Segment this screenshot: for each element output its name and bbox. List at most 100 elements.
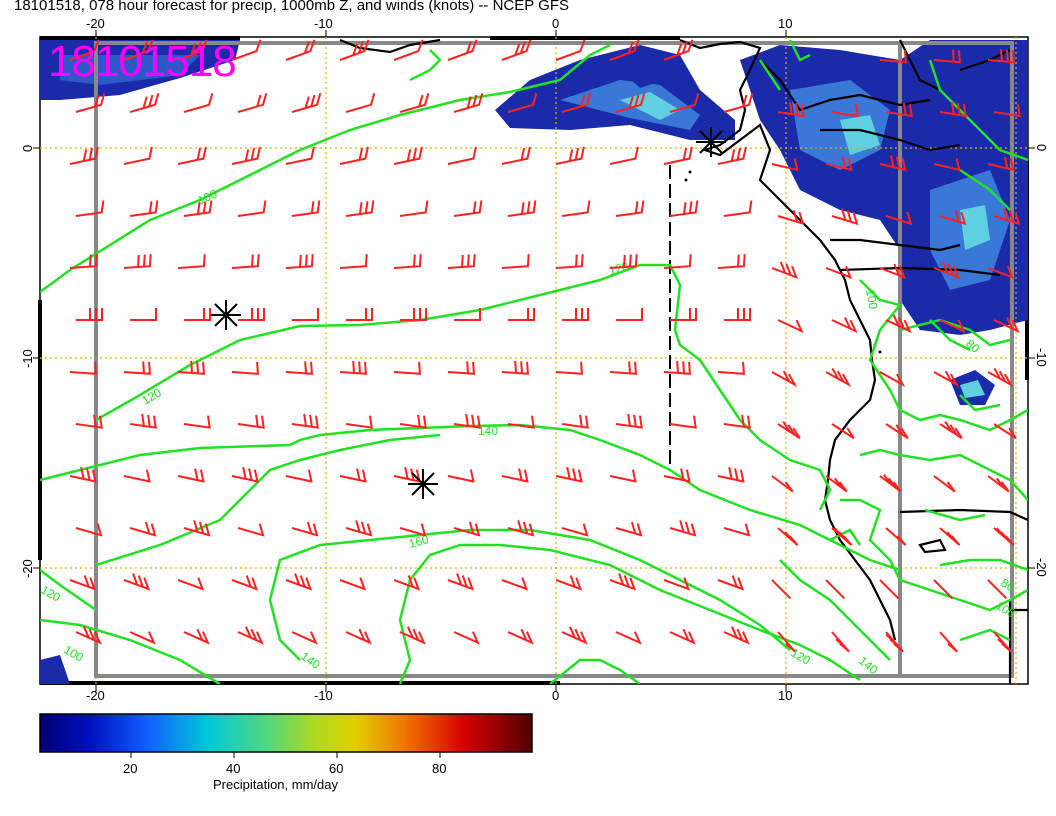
wind-barb	[339, 468, 367, 483]
wind-barb	[723, 93, 754, 113]
wind-barb	[177, 577, 205, 591]
wind-barb	[939, 102, 967, 118]
wind-barb	[669, 200, 699, 217]
svg-text:160: 160	[407, 532, 430, 551]
wind-barb	[777, 102, 805, 118]
wind-barb	[501, 577, 529, 591]
wind-barb	[993, 527, 1015, 546]
wind-barb	[885, 423, 909, 440]
wind-barb	[69, 575, 97, 591]
wind-barb	[615, 631, 642, 645]
wind-barb	[615, 521, 643, 537]
height-contours	[40, 39, 1028, 684]
wind-barb	[771, 579, 792, 600]
wind-barb	[825, 579, 846, 600]
wind-barb	[285, 469, 313, 483]
wind-barb	[501, 254, 530, 269]
wind-barb	[831, 423, 855, 440]
wind-barb	[609, 39, 640, 61]
wind-barb	[723, 626, 750, 645]
svg-text:-20: -20	[20, 559, 35, 578]
wind-barb	[129, 521, 157, 537]
storm-markers	[211, 127, 726, 499]
wind-barb	[933, 579, 954, 600]
wind-barb	[555, 146, 585, 165]
wind-barb	[69, 146, 99, 165]
wind-barb	[663, 39, 694, 61]
wind-barb	[771, 157, 799, 172]
wind-barb	[663, 146, 693, 165]
wind-barb	[831, 317, 858, 334]
wind-barb	[453, 413, 481, 429]
colorbar-tick: 60	[329, 761, 343, 776]
wind-barb	[339, 360, 367, 375]
wind-barb	[75, 414, 103, 429]
wind-barb	[75, 626, 102, 645]
wind-barb	[723, 200, 753, 217]
wind-barb	[447, 39, 478, 61]
wind-barb	[292, 308, 319, 321]
top-tick-labels: -20 -10 0 10	[86, 16, 792, 31]
bottom-tick-labels: -20 -10 0 10	[86, 688, 792, 703]
wind-barb	[183, 93, 214, 113]
wind-barb	[825, 156, 853, 172]
wind-barb	[555, 361, 583, 375]
wind-barb	[561, 93, 592, 113]
wind-barb	[285, 39, 316, 61]
svg-text:-20: -20	[1034, 558, 1049, 577]
wind-barb	[291, 200, 321, 217]
wind-barb	[507, 93, 538, 113]
wind-barb	[75, 523, 103, 537]
wind-barb	[501, 468, 529, 483]
wind-barb	[399, 414, 427, 429]
wind-barb	[345, 415, 373, 429]
wind-barb	[339, 146, 369, 165]
wind-barb	[562, 308, 589, 321]
wind-barb	[777, 420, 801, 440]
svg-text:140: 140	[478, 424, 498, 438]
wind-barb	[507, 520, 535, 537]
wind-barb	[183, 520, 211, 537]
wind-barb	[345, 520, 373, 537]
wind-barb	[237, 523, 265, 537]
colorbar-gradient	[39, 713, 533, 753]
wind-barb	[184, 308, 211, 321]
svg-text:-10: -10	[314, 16, 333, 31]
wind-barb	[69, 39, 100, 61]
wind-barb	[885, 527, 907, 546]
wind-barb	[987, 49, 1015, 64]
wind-barb	[831, 631, 850, 653]
precip-colorbar: 20 40 60 80 Precipitation, mm/day	[39, 713, 533, 792]
svg-text:-10: -10	[20, 349, 35, 368]
wind-barb	[939, 319, 966, 334]
wind-barb	[555, 466, 583, 483]
wind-barb	[399, 200, 429, 217]
svg-text:10: 10	[778, 16, 792, 31]
wind-barb	[447, 573, 475, 591]
domain-box	[94, 41, 1014, 678]
wind-barb	[177, 468, 205, 483]
wind-barb	[885, 631, 904, 653]
map-title: 18101518, 078 hour forecast for precip, …	[14, 0, 569, 14]
axis-ticks	[33, 30, 1035, 692]
wind-barb	[771, 261, 799, 280]
wind-barb	[123, 39, 154, 61]
wind-barb	[501, 146, 531, 165]
wind-barb	[400, 308, 427, 321]
wind-barb	[933, 49, 961, 64]
wind-barb	[345, 628, 372, 645]
wind-barb	[615, 200, 645, 217]
wind-barb	[933, 157, 961, 172]
wind-barb	[508, 308, 535, 321]
wind-barb	[393, 146, 423, 165]
coastline	[339, 38, 1028, 684]
wind-barb	[177, 360, 205, 375]
wind-barb	[663, 577, 691, 591]
wind-barb	[231, 39, 262, 61]
colorbar-tick: 40	[226, 761, 240, 776]
wind-barb	[831, 208, 859, 226]
wind-barb	[987, 475, 1010, 493]
wind-barb	[939, 527, 961, 546]
colorbar-label: Precipitation, mm/day	[213, 777, 338, 792]
wind-barb	[453, 93, 484, 113]
